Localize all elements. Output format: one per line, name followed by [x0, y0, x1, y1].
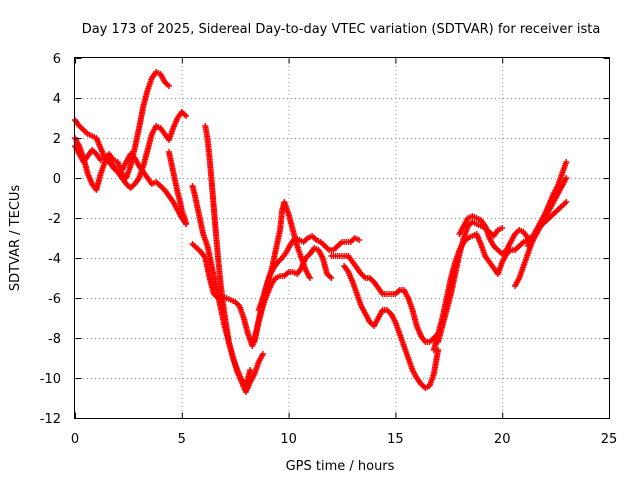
data-point: [356, 237, 363, 243]
y-tick-label: -8: [48, 332, 61, 347]
data-point: [183, 113, 190, 119]
x-tick-label: 5: [178, 432, 186, 447]
series-track-i: [255, 199, 313, 313]
axes: 0 5 10 15 20 25 -12 -10 -8 -6 -4 -2 0 2 4 6: [40, 52, 618, 447]
series-track-p: [524, 199, 570, 249]
data-point: [563, 159, 570, 165]
data-point: [165, 83, 172, 89]
data-point: [259, 351, 266, 357]
y-tick-label: -2: [48, 212, 61, 227]
data-point: [328, 275, 335, 281]
series-track-j: [328, 253, 442, 345]
x-tick-label: 0: [71, 432, 79, 447]
data-marks: [72, 69, 570, 395]
y-tick-label: 2: [53, 132, 61, 147]
plot-frame: [74, 57, 610, 419]
x-tick-label: 20: [494, 432, 511, 447]
y-tick-label: 4: [53, 92, 61, 107]
x-axis-label: GPS time / hours: [286, 459, 395, 474]
data-point: [183, 221, 190, 227]
x-tick-label: 10: [280, 432, 297, 447]
series-track-k: [341, 263, 442, 391]
y-tick-label: -6: [48, 292, 61, 307]
data-point: [563, 175, 570, 181]
data-point: [247, 367, 254, 373]
chart-title: Day 173 of 2025, Sidereal Day-to-day VTE…: [82, 22, 601, 37]
series-track-b: [72, 109, 190, 193]
series-track-f: [189, 183, 266, 395]
series-track-m: [430, 231, 536, 353]
data-point: [499, 225, 506, 231]
y-tick-label: -12: [40, 412, 61, 427]
x-tick-label: 25: [601, 432, 618, 447]
y-tick-label: -4: [48, 252, 61, 267]
x-tick-label: 15: [387, 432, 404, 447]
y-tick-label: -10: [40, 372, 61, 387]
series-track-c: [72, 69, 172, 181]
data-point: [306, 275, 313, 281]
y-axis-label: SDTVAR / TECUs: [8, 185, 23, 292]
y-tick-label: 6: [53, 52, 61, 67]
y-tick-label: 0: [53, 172, 61, 187]
data-point: [563, 199, 570, 205]
grid: [75, 58, 609, 418]
series-track-d: [165, 149, 190, 227]
series-track-a: [72, 117, 190, 227]
